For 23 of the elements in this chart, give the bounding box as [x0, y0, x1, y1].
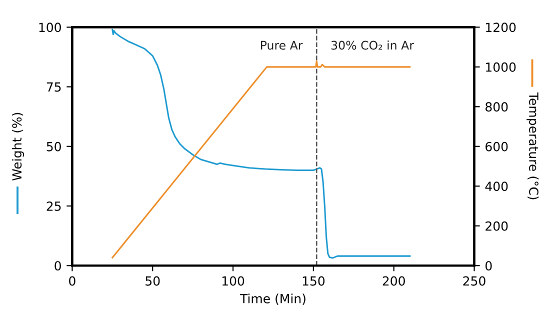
- y2-axis-title: Temperature (°C): [526, 92, 539, 200]
- y2-tick-label: 0: [485, 261, 492, 271]
- y-tick-label: 0: [54, 261, 61, 271]
- y2-tick-label: 600: [486, 142, 508, 152]
- x-tick-label: 150: [302, 276, 325, 286]
- y-tick-label: 25: [46, 201, 61, 211]
- y2-tick-label: 1200: [486, 22, 516, 32]
- y2-tick-label: 1000: [486, 62, 516, 72]
- y-axis-title: Weight (%): [12, 112, 24, 181]
- x-tick-label: 200: [382, 276, 405, 286]
- annotation: 30% CO₂ in Ar: [331, 40, 414, 50]
- x-tick-label: 100: [222, 276, 244, 286]
- x-tick-label: 250: [463, 276, 486, 286]
- annotation: Pure Ar: [260, 40, 303, 50]
- y-tick-label: 50: [46, 142, 61, 152]
- y2-tick-label: 800: [486, 102, 508, 112]
- y2-tick-label: 200: [486, 221, 508, 231]
- x-axis-title: Time (Min): [240, 294, 306, 305]
- x-tick-label: 0: [69, 276, 76, 286]
- y-tick-label: 100: [39, 22, 61, 32]
- x-tick-label: 50: [146, 276, 160, 286]
- y-tick-label: 75: [46, 82, 61, 92]
- y2-tick-label: 400: [485, 182, 508, 192]
